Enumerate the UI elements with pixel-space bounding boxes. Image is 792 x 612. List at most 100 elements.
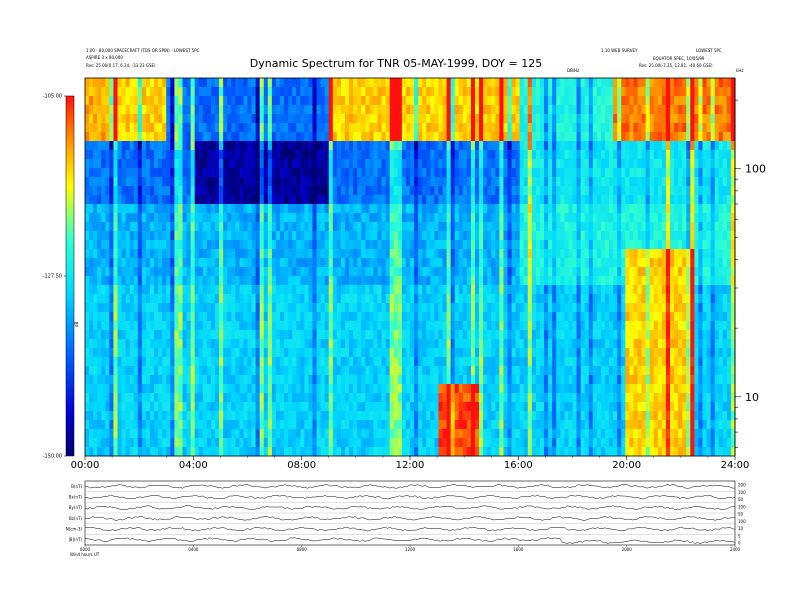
heatmap-cell — [202, 438, 208, 448]
heatmap-cell — [194, 294, 200, 304]
heatmap-cell — [527, 339, 533, 349]
heatmap-cell — [414, 240, 419, 250]
heatmap-cell — [210, 402, 216, 412]
heatmap-cell — [483, 267, 488, 277]
heatmap-cell — [174, 321, 179, 331]
heatmap-cell — [487, 186, 492, 196]
heatmap-cell — [101, 186, 106, 196]
heatmap-cell — [194, 249, 200, 259]
heatmap-cell — [466, 330, 472, 340]
heatmap-cell — [438, 249, 443, 259]
heatmap-cell — [275, 231, 281, 241]
heatmap-cell — [410, 303, 415, 313]
heatmap-cell — [89, 294, 94, 304]
heatmap-cell — [158, 312, 163, 322]
heatmap-cell — [308, 411, 313, 421]
heatmap-cell — [93, 240, 98, 250]
heatmap-cell — [515, 204, 521, 214]
heatmap-cell — [491, 339, 496, 349]
heatmap-cell — [328, 240, 334, 250]
heatmap-cell — [426, 78, 431, 88]
heatmap-cell — [345, 321, 350, 331]
heatmap-cell — [523, 213, 529, 223]
heatmap-cell — [223, 141, 228, 151]
heatmap-cell — [304, 258, 309, 268]
heatmap-cell — [215, 114, 220, 124]
heatmap-cell — [255, 285, 261, 295]
heatmap-cell — [93, 393, 98, 403]
heatmap-cell — [426, 96, 431, 106]
heatmap-cell — [316, 393, 322, 403]
heatmap-cell — [450, 258, 456, 268]
heatmap-cell — [499, 114, 504, 124]
heatmap-cell — [231, 276, 236, 286]
heatmap-cell — [292, 114, 297, 124]
heatmap-cell — [357, 114, 362, 124]
heatmap-cell — [405, 105, 411, 115]
heatmap-cell — [89, 195, 94, 205]
heatmap-cell — [182, 438, 187, 448]
heatmap-cell — [519, 258, 525, 268]
heatmap-cell — [389, 276, 395, 286]
heatmap-cell — [320, 132, 326, 142]
heatmap-cell — [267, 258, 273, 268]
heatmap-cell — [308, 339, 313, 349]
heatmap-cell — [271, 141, 277, 151]
heatmap-cell — [304, 339, 309, 349]
heatmap-cell — [178, 114, 183, 124]
heatmap-cell — [401, 312, 407, 322]
heatmap-cell — [540, 294, 545, 304]
heatmap-cell — [377, 114, 382, 124]
heatmap-cell — [202, 375, 208, 385]
heatmap-cell — [442, 159, 447, 169]
heatmap-cell — [430, 114, 435, 124]
heatmap-cell — [141, 186, 147, 196]
heatmap-cell — [377, 186, 382, 196]
heatmap-cell — [503, 366, 508, 376]
heatmap-cell — [552, 114, 557, 124]
heatmap-cell — [446, 447, 452, 457]
heatmap-cell — [405, 393, 411, 403]
heatmap-cell — [267, 429, 273, 439]
heatmap-cell — [178, 393, 183, 403]
heatmap-cell — [535, 438, 541, 448]
heatmap-cell — [304, 411, 309, 421]
heatmap-cell — [434, 267, 439, 277]
heatmap-cell — [97, 420, 102, 430]
heatmap-cell — [535, 150, 541, 160]
heatmap-cell — [304, 420, 309, 430]
heatmap-cell — [296, 339, 301, 349]
heatmap-cell — [89, 375, 94, 385]
heatmap-cell — [462, 150, 468, 160]
heatmap-cell — [206, 78, 212, 88]
heatmap-cell — [300, 177, 305, 187]
heatmap-cell — [389, 366, 395, 376]
heatmap-cell — [304, 150, 309, 160]
heatmap-cell — [97, 105, 102, 115]
heatmap-cell — [479, 312, 484, 322]
heatmap-cell — [446, 312, 452, 322]
heatmap-cell — [85, 447, 90, 457]
heatmap-cell — [292, 240, 297, 250]
heatmap-cell — [170, 249, 175, 259]
heatmap-cell — [292, 168, 297, 178]
heatmap-cell — [219, 366, 224, 376]
heatmap-cell — [296, 312, 301, 322]
heatmap-cell — [235, 105, 240, 115]
heatmap-cell — [312, 294, 317, 304]
heatmap-cell — [275, 384, 281, 394]
heatmap-cell — [210, 375, 216, 385]
heatmap-cell — [85, 375, 90, 385]
heatmap-cell — [202, 330, 208, 340]
heatmap-cell — [198, 96, 204, 106]
heatmap-cell — [442, 231, 447, 241]
heatmap-cell — [507, 141, 512, 151]
heatmap-cell — [133, 366, 139, 376]
heatmap-cell — [101, 258, 106, 268]
heatmap-cell — [93, 294, 98, 304]
heatmap-cell — [438, 366, 443, 376]
heatmap-cell — [271, 393, 277, 403]
heatmap-cell — [263, 303, 269, 313]
heatmap-cell — [540, 222, 545, 232]
heatmap-cell — [284, 366, 289, 376]
